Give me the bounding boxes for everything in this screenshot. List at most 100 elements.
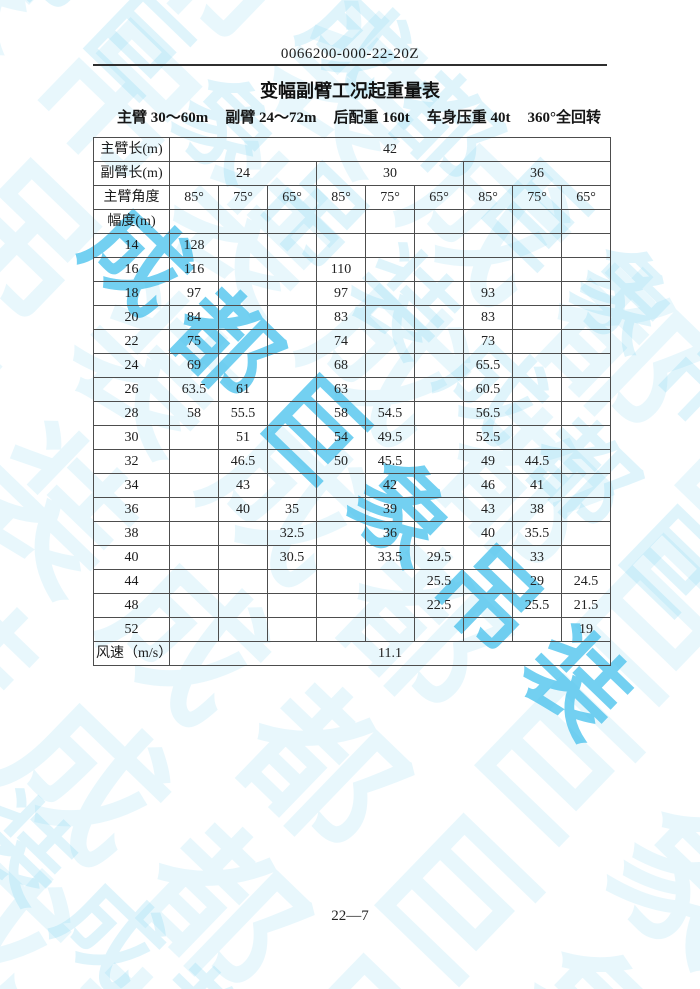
capacity-cell	[316, 545, 366, 570]
wind-row: 风速（m/s） 11.1	[93, 641, 612, 666]
empty-cell	[169, 209, 219, 234]
footer-rows: 风速（m/s） 11.1	[93, 641, 612, 666]
capacity-cell: 55.5	[218, 401, 268, 426]
radius-cell: 38	[93, 521, 170, 546]
capacity-cell: 73	[463, 329, 513, 354]
capacity-cell: 43	[463, 497, 513, 522]
capacity-cell: 65.5	[463, 353, 513, 378]
radius-cell: 34	[93, 473, 170, 498]
page-number: 22—7	[331, 908, 369, 924]
jib-length-cell: 24	[169, 161, 317, 186]
capacity-cell	[169, 425, 219, 450]
capacity-cell	[365, 617, 415, 642]
header-rows: 主臂长(m) 42 副臂长(m) 24 30 36 主臂角度 85° 75° 6…	[93, 137, 612, 234]
capacity-cell	[463, 617, 513, 642]
capacity-cell	[512, 617, 562, 642]
capacity-cell: 36	[365, 521, 415, 546]
capacity-cell	[414, 449, 464, 474]
capacity-cell	[316, 617, 366, 642]
angle-cell: 75°	[512, 185, 562, 210]
capacity-cell: 54.5	[365, 401, 415, 426]
capacity-cell: 49	[463, 449, 513, 474]
angle-cell: 85°	[316, 185, 366, 210]
capacity-cell: 97	[169, 281, 219, 306]
radius-cell: 24	[93, 353, 170, 378]
empty-cell	[463, 209, 513, 234]
capacity-cell	[218, 329, 268, 354]
main-boom-value: 42	[168, 137, 612, 162]
capacity-cell	[414, 377, 464, 402]
spec-carbody-weight: 车身压重 40t	[426, 110, 511, 126]
radius-header-row: 幅度(m)	[93, 209, 612, 234]
radius-cell: 14	[93, 233, 170, 258]
capacity-cell: 110	[316, 257, 366, 282]
capacity-cell: 45.5	[365, 449, 415, 474]
capacity-cell: 42	[365, 473, 415, 498]
capacity-cell	[512, 425, 562, 450]
table-row: 24 69 68 65.5	[93, 353, 612, 378]
capacity-cell	[267, 425, 317, 450]
main-boom-row: 主臂长(m) 42	[93, 137, 612, 162]
angle-cell: 65°	[267, 185, 317, 210]
capacity-cell	[512, 257, 562, 282]
capacity-cell	[463, 257, 513, 282]
capacity-rows: 14 128 16 116 110 18 97 97 93 20 84 83 83 22 75 74 73 24 6…	[93, 233, 612, 642]
table-row: 34 43 42 46 41	[93, 473, 612, 498]
capacity-cell	[169, 569, 219, 594]
capacity-cell	[169, 593, 219, 618]
spec-main-boom: 主臂 30～60m	[117, 110, 209, 126]
capacity-cell	[414, 497, 464, 522]
capacity-cell	[414, 353, 464, 378]
capacity-cell: 93	[463, 281, 513, 306]
capacity-cell	[218, 257, 268, 282]
empty-cell	[560, 209, 612, 234]
spec-counterweight: 后配重 160t	[333, 110, 410, 126]
radius-cell: 48	[93, 593, 170, 618]
table-row: 20 84 83 83	[93, 305, 612, 330]
table-row: 18 97 97 93	[93, 281, 612, 306]
capacity-cell: 50	[316, 449, 366, 474]
capacity-cell: 46.5	[218, 449, 268, 474]
capacity-cell: 33	[512, 545, 562, 570]
table-row: 26 63.5 61 63 60.5	[93, 377, 612, 402]
capacity-cell: 25.5	[512, 593, 562, 618]
radius-cell: 20	[93, 305, 170, 330]
capacity-cell	[560, 497, 612, 522]
capacity-cell	[267, 233, 317, 258]
capacity-cell	[512, 281, 562, 306]
jib-row: 副臂长(m) 24 30 36	[93, 161, 612, 186]
capacity-cell: 19	[560, 617, 612, 642]
table-row: 40 30.5 33.5 29.5 33	[93, 545, 612, 570]
capacity-cell: 49.5	[365, 425, 415, 450]
capacity-cell	[512, 305, 562, 330]
capacity-cell	[365, 233, 415, 258]
capacity-cell	[365, 353, 415, 378]
table-row: 16 116 110	[93, 257, 612, 282]
capacity-cell: 97	[316, 281, 366, 306]
capacity-cell	[365, 257, 415, 282]
capacity-cell	[218, 305, 268, 330]
capacity-cell: 38	[512, 497, 562, 522]
capacity-cell: 128	[169, 233, 219, 258]
capacity-cell: 83	[463, 305, 513, 330]
capacity-cell	[267, 257, 317, 282]
capacity-cell	[169, 497, 219, 522]
capacity-cell: 75	[169, 329, 219, 354]
capacity-cell: 56.5	[463, 401, 513, 426]
capacity-cell: 33.5	[365, 545, 415, 570]
capacity-cell	[267, 401, 317, 426]
table-row: 38 32.5 36 40 35.5	[93, 521, 612, 546]
table-row: 30 51 54 49.5 52.5	[93, 425, 612, 450]
radius-cell: 36	[93, 497, 170, 522]
capacity-cell	[267, 569, 317, 594]
capacity-cell	[560, 449, 612, 474]
capacity-cell	[414, 401, 464, 426]
capacity-cell	[267, 593, 317, 618]
capacity-cell	[218, 233, 268, 258]
capacity-cell	[414, 281, 464, 306]
capacity-cell: 21.5	[560, 593, 612, 618]
capacity-cell: 46	[463, 473, 513, 498]
capacity-cell	[463, 569, 513, 594]
empty-cell	[365, 209, 415, 234]
